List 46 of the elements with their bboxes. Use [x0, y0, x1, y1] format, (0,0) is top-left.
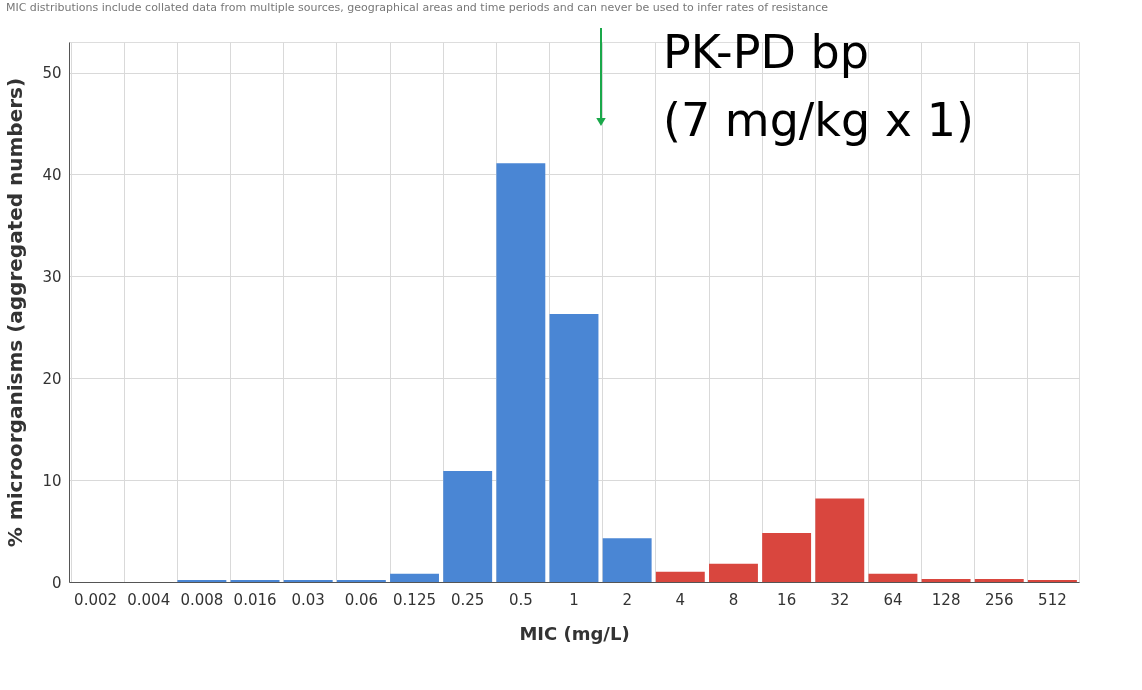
bar: [336, 579, 386, 582]
bar: [390, 573, 439, 582]
x-tick-label: 64: [883, 590, 903, 609]
bar: [443, 470, 493, 582]
x-tick-label: 0.004: [127, 590, 171, 609]
x-tick-label: 4: [675, 590, 686, 609]
bar: [655, 571, 705, 582]
bar: [1027, 579, 1077, 582]
bar: [921, 578, 971, 582]
x-tick-label: 32: [830, 590, 850, 609]
y-tick-label: 30: [42, 267, 62, 286]
x-tick-label: 8: [728, 590, 739, 609]
x-tick-label: 128: [931, 590, 961, 609]
x-tick-label: 2: [622, 590, 632, 609]
x-tick-label: 0.125: [393, 590, 436, 609]
y-tick-label: 40: [42, 165, 62, 184]
bar: [496, 163, 546, 582]
x-tick-label: 0.002: [74, 590, 118, 609]
x-tick-label: 16: [777, 590, 797, 609]
x-tick-label: 0.008: [180, 590, 224, 609]
bar: [815, 498, 865, 582]
x-tick-label: 0.25: [450, 590, 485, 609]
bar: [974, 578, 1024, 582]
x-tick-label: 512: [1038, 590, 1067, 609]
bar: [762, 533, 812, 582]
bar: [177, 579, 227, 582]
y-tick-label: 0: [51, 573, 62, 592]
bar: [868, 573, 918, 582]
x-tick-label: 256: [984, 590, 1014, 609]
bar: [709, 563, 758, 582]
x-tick-label: 0.03: [291, 590, 325, 609]
x-tick-label: 1: [569, 590, 579, 609]
x-tick-label: 0.016: [233, 590, 277, 609]
bar: [549, 314, 599, 582]
annotation: PK-PD bp (7 mg/kg x 1): [663, 25, 974, 147]
bar: [283, 579, 333, 582]
bar: [602, 538, 652, 582]
x-tick-label: 0.5: [508, 590, 533, 609]
x-tick-label: 0.06: [344, 590, 379, 609]
y-tick-label: 20: [42, 369, 62, 388]
y-tick-label: 10: [42, 471, 62, 490]
y-axis-title: % microorganisms (aggregated numbers): [3, 77, 28, 548]
bar: [230, 579, 280, 582]
x-axis-title: MIC (mg/L): [519, 622, 630, 644]
y-tick-label: 50: [42, 64, 62, 83]
chart-subtitle: MIC distributions include collated data from multiple sources, geographical areas and time periods and can never be used to infer rates of resistance: [5, 1, 829, 14]
